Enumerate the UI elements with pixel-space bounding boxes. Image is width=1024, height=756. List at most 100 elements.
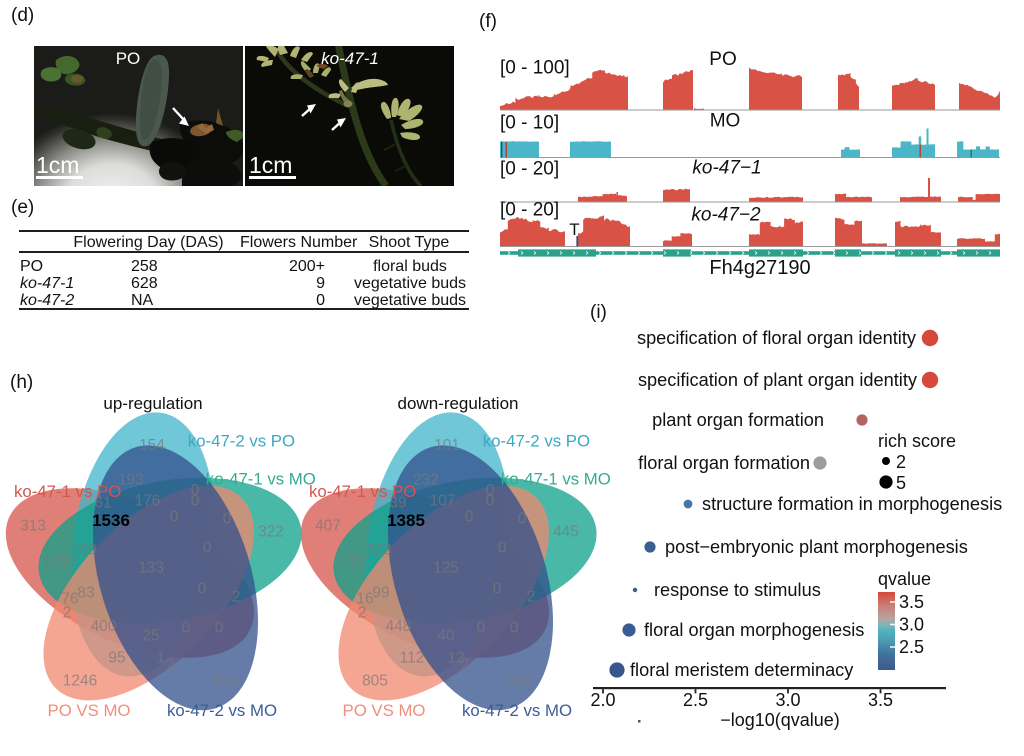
svg-text:1: 1	[157, 650, 166, 667]
svg-text:ko-47−2: ko-47−2	[691, 205, 761, 226]
svg-text:ko-47-2 vs PO: ko-47-2 vs PO	[483, 432, 590, 451]
svg-text:3.5: 3.5	[868, 690, 893, 710]
svg-text:[0 - 100]: [0 - 100]	[500, 58, 570, 79]
svg-text:95: 95	[108, 650, 125, 667]
svg-text:[0 - 20]: [0 - 20]	[500, 159, 559, 180]
svg-text:PO VS MO: PO VS MO	[343, 701, 426, 720]
svg-text:3.0: 3.0	[775, 690, 800, 710]
svg-text:3.5: 3.5	[899, 592, 924, 612]
svg-text:2: 2	[896, 452, 906, 472]
svg-text:340: 340	[507, 673, 533, 690]
svg-text:0: 0	[493, 581, 502, 598]
svg-text:407: 407	[315, 518, 341, 535]
svg-text:418: 418	[212, 673, 238, 690]
svg-text:plant organ formation: plant organ formation	[652, 410, 824, 430]
svg-text:76: 76	[61, 591, 78, 608]
svg-text:[0 - 10]: [0 - 10]	[500, 113, 559, 134]
svg-text:2: 2	[166, 657, 175, 674]
svg-text:Fh4g27190: Fh4g27190	[709, 257, 810, 279]
svg-text:PO: PO	[116, 49, 141, 68]
svg-text:0: 0	[215, 620, 224, 637]
svg-text:1092: 1092	[43, 554, 77, 571]
svg-text:floral organ formation: floral organ formation	[638, 453, 810, 473]
svg-text:0: 0	[477, 620, 486, 637]
svg-text:176: 176	[135, 493, 161, 510]
svg-text:ko-47-1 vs MO: ko-47-1 vs MO	[501, 470, 611, 489]
svg-text:3.0: 3.0	[899, 615, 924, 635]
svg-text:response to stimulus: response to stimulus	[654, 580, 821, 600]
svg-text:structure formation in morphog: structure formation in morphogenesis	[702, 494, 1002, 514]
svg-text:up-regulation: up-regulation	[103, 394, 202, 413]
svg-text:1385: 1385	[387, 511, 425, 530]
svg-text:0: 0	[170, 509, 179, 526]
svg-text:107: 107	[430, 493, 456, 510]
svg-text:39: 39	[389, 495, 406, 512]
svg-text:1cm: 1cm	[36, 152, 79, 178]
svg-text:ko-47-1: ko-47-1	[321, 49, 379, 68]
svg-text:floral organ morphogenesis: floral organ morphogenesis	[644, 620, 864, 640]
svg-text:2.5: 2.5	[683, 690, 708, 710]
svg-text:40: 40	[437, 628, 455, 645]
svg-text:2.5: 2.5	[899, 637, 924, 657]
svg-text:12: 12	[447, 650, 464, 667]
svg-text:0: 0	[486, 482, 495, 499]
svg-text:ko-47-1 vs PO: ko-47-1 vs PO	[309, 482, 416, 501]
svg-text:323: 323	[366, 542, 392, 559]
svg-text:ko-47-2 vs PO: ko-47-2 vs PO	[188, 432, 295, 451]
svg-text:−log10(qvalue): −log10(qvalue)	[720, 710, 840, 730]
svg-text:0: 0	[510, 620, 519, 637]
svg-text:T: T	[569, 220, 579, 239]
svg-text:2: 2	[358, 605, 367, 622]
svg-text:313: 313	[20, 518, 46, 535]
svg-text:1246: 1246	[63, 673, 97, 690]
svg-text:ko-47−1: ko-47−1	[692, 158, 761, 179]
svg-text:2: 2	[461, 657, 470, 674]
svg-text:2: 2	[527, 589, 536, 606]
svg-text:0: 0	[191, 482, 200, 499]
svg-text:5: 5	[896, 473, 906, 493]
svg-text:qvalue: qvalue	[878, 569, 931, 589]
svg-text:232: 232	[413, 472, 439, 489]
svg-text:0: 0	[198, 581, 207, 598]
svg-text:0: 0	[465, 509, 474, 526]
svg-text:154: 154	[139, 437, 165, 454]
svg-text:61: 61	[94, 495, 111, 512]
svg-text:down-regulation: down-regulation	[398, 394, 519, 413]
svg-text:16: 16	[356, 591, 373, 608]
svg-text:[0 - 20]: [0 - 20]	[500, 200, 559, 221]
svg-text:floral meristem determinacy: floral meristem determinacy	[630, 660, 854, 680]
svg-text:ko-47-2 vs MO: ko-47-2 vs MO	[167, 701, 277, 720]
svg-text:99: 99	[372, 585, 389, 602]
svg-text:159: 159	[71, 542, 97, 559]
svg-text:1cm: 1cm	[249, 152, 292, 178]
svg-text:specification of floral organ: specification of floral organ identity	[637, 328, 917, 348]
svg-text:707: 707	[342, 554, 368, 571]
svg-text:448: 448	[386, 618, 412, 635]
svg-text:0: 0	[486, 493, 495, 510]
svg-text:2.0: 2.0	[590, 690, 615, 710]
svg-text:ko-47-2 vs MO: ko-47-2 vs MO	[462, 701, 572, 720]
svg-text:83: 83	[77, 585, 94, 602]
svg-text:805: 805	[362, 673, 388, 690]
svg-text:rich score: rich score	[878, 431, 956, 451]
svg-text:0: 0	[223, 511, 232, 528]
svg-text:0: 0	[498, 540, 507, 557]
svg-text:specification of plant organ i: specification of plant organ identity	[638, 370, 918, 390]
svg-text:PO: PO	[709, 49, 736, 70]
svg-text:post−embryonic plant morphogen: post−embryonic plant morphogenesis	[665, 537, 968, 557]
svg-text:ko-47-1 vs MO: ko-47-1 vs MO	[206, 470, 316, 489]
svg-text:0: 0	[182, 620, 191, 637]
svg-text:0: 0	[518, 511, 527, 528]
svg-text:PO VS MO: PO VS MO	[48, 701, 131, 720]
svg-text:101: 101	[434, 437, 460, 454]
svg-text:ko-47-1 vs PO: ko-47-1 vs PO	[14, 482, 121, 501]
svg-text:445: 445	[553, 524, 579, 541]
svg-text:133: 133	[138, 560, 164, 577]
svg-text:322: 322	[258, 524, 284, 541]
svg-text:125: 125	[433, 560, 459, 577]
svg-text:400: 400	[91, 618, 117, 635]
svg-text:0: 0	[191, 493, 200, 510]
svg-text:2: 2	[63, 605, 72, 622]
svg-text:0: 0	[203, 540, 212, 557]
svg-text:112: 112	[400, 650, 425, 667]
